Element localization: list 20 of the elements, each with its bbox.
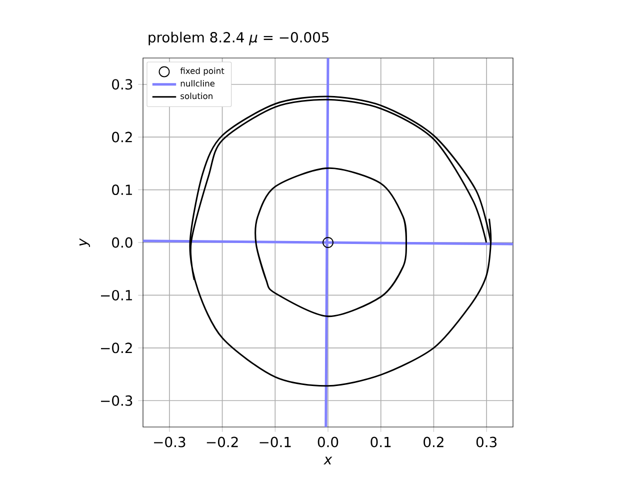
y-tick-label: −0.3 bbox=[100, 395, 132, 406]
y-tick-label: −0.1 bbox=[100, 290, 132, 300]
x-tick-label: 0.1 bbox=[370, 436, 391, 448]
x-tick-label: −0.1 bbox=[260, 436, 291, 448]
x-tick-label: 0.3 bbox=[476, 436, 497, 448]
y-tick-label: 0.2 bbox=[112, 132, 132, 142]
x-tick-label: 0.2 bbox=[424, 436, 444, 448]
y-tick-label: 0.1 bbox=[112, 184, 132, 196]
y-axis-title: y bbox=[79, 238, 90, 247]
x-tick-label: −0.3 bbox=[154, 436, 186, 448]
y-tick-label: 0.3 bbox=[112, 79, 132, 90]
y-tick-label: 0.0 bbox=[112, 237, 132, 248]
x-axis-title: x bbox=[324, 456, 332, 464]
x-tick-label: −0.2 bbox=[206, 436, 238, 448]
legend-label: solution bbox=[180, 92, 212, 100]
y-tick-label: −0.2 bbox=[100, 342, 132, 354]
chart-title: problem 8.2.4 μ = −0.005 bbox=[148, 32, 329, 46]
legend-label: nullcline bbox=[180, 80, 215, 87]
x-tick-label: 0.0 bbox=[318, 436, 338, 448]
legend-label: fixed point bbox=[180, 68, 224, 76]
